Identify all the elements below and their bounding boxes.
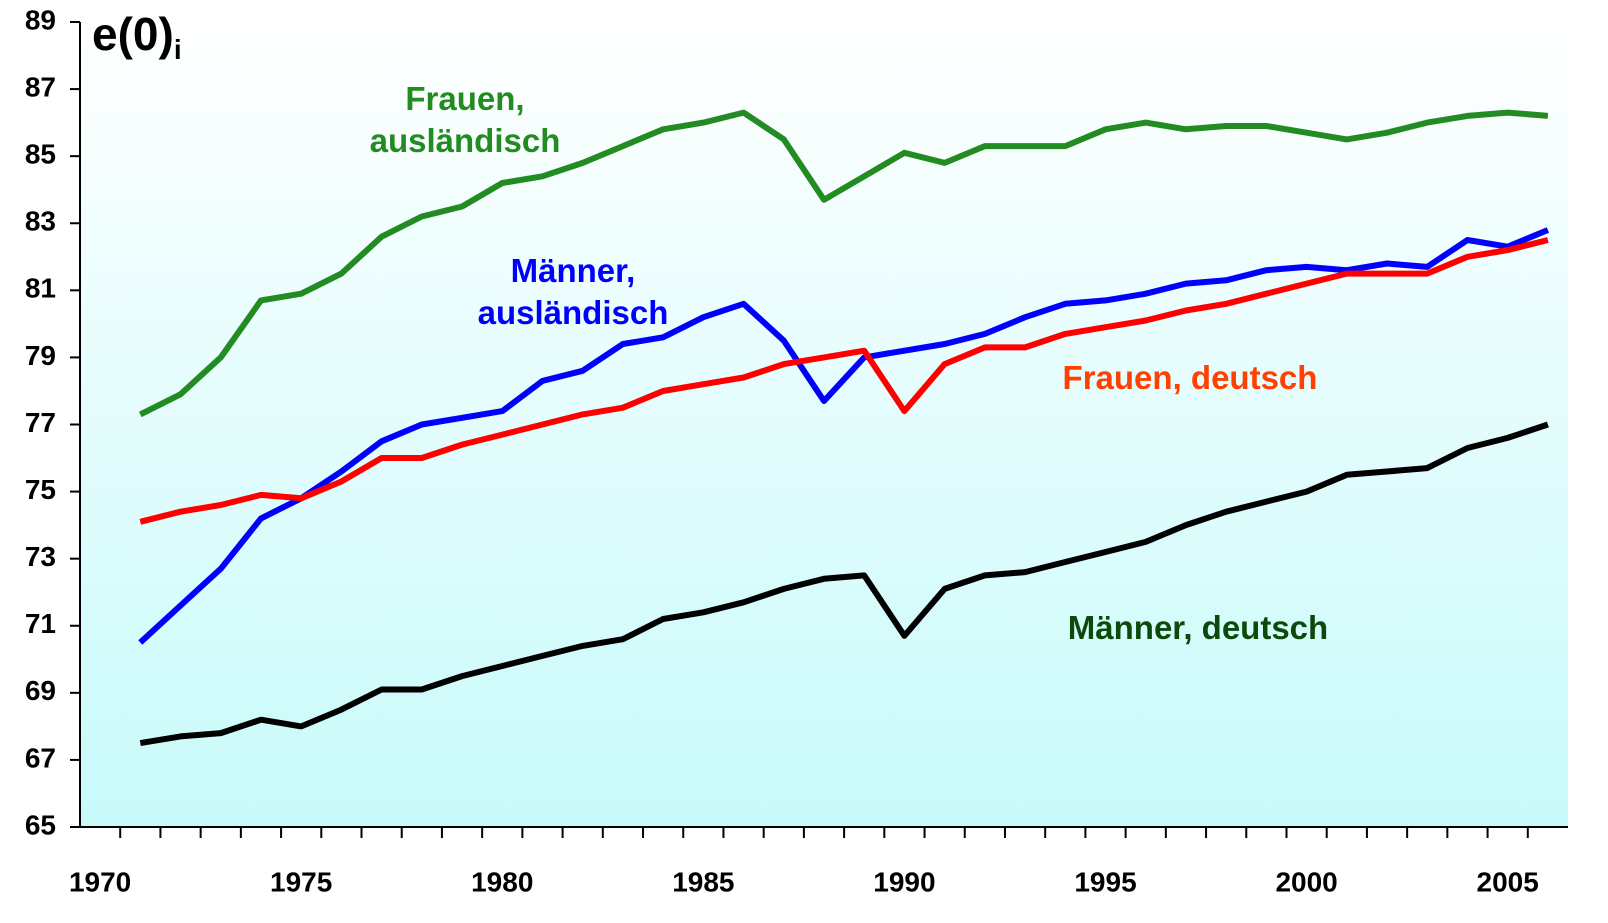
y-tick-label: 89 xyxy=(25,4,56,35)
y-tick-label: 73 xyxy=(25,541,56,572)
series-label: Männer, ausländisch xyxy=(477,252,669,331)
series-line xyxy=(138,227,1550,645)
x-tick-label: 2000 xyxy=(1275,866,1337,897)
x-tick-label: 1985 xyxy=(672,866,734,897)
y-tick-label: 67 xyxy=(25,742,56,773)
plot-background xyxy=(80,22,1568,827)
y-tick-label: 83 xyxy=(25,206,56,237)
x-tick-label: 2005 xyxy=(1477,866,1539,897)
y-tick-label: 87 xyxy=(25,71,56,102)
y-tick-label: 69 xyxy=(25,675,56,706)
y-tick-label: 65 xyxy=(25,809,56,840)
x-tick-label: 1970 xyxy=(69,866,131,897)
y-tick-label: 79 xyxy=(25,340,56,371)
series-line xyxy=(139,237,1549,525)
series-line xyxy=(138,109,1549,418)
series-label: Männer, deutsch xyxy=(1067,609,1329,646)
x-tick-label: 1975 xyxy=(270,866,332,897)
series-line xyxy=(139,421,1549,747)
chart-title: e(0)i xyxy=(92,8,182,65)
y-tick-label: 77 xyxy=(25,407,56,438)
title-main: e(0) xyxy=(92,8,174,60)
y-tick-label: 81 xyxy=(25,273,56,304)
y-tick-label: 71 xyxy=(25,608,56,639)
series-label: Frauen, deutsch xyxy=(1062,359,1318,396)
y-tick-label: 75 xyxy=(25,474,56,505)
title-subscript: i xyxy=(174,34,182,65)
x-tick-label: 1995 xyxy=(1074,866,1136,897)
series-label: Frauen, ausländisch xyxy=(369,80,561,159)
x-tick-label: 1980 xyxy=(471,866,533,897)
x-tick-label: 1990 xyxy=(873,866,935,897)
y-tick-label: 85 xyxy=(25,139,56,170)
